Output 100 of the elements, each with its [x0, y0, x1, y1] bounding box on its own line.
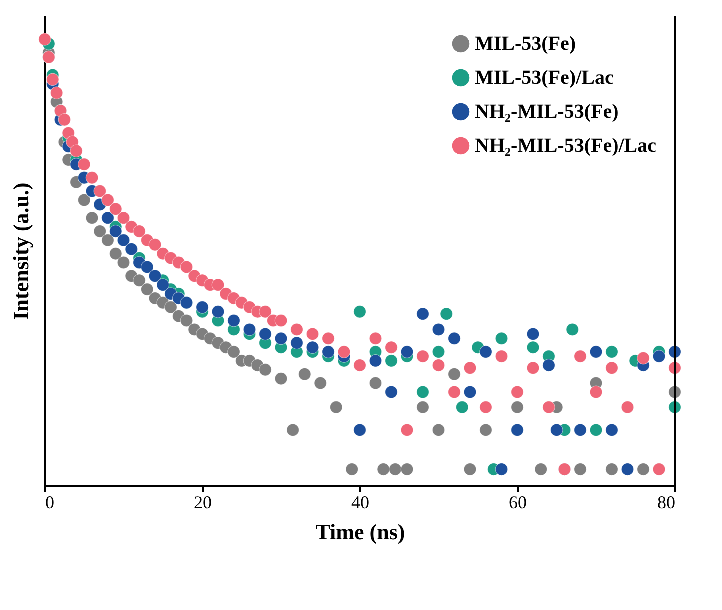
point — [432, 359, 446, 372]
point — [590, 346, 603, 358]
x-tick-label: 80 — [658, 492, 676, 512]
point — [94, 225, 107, 238]
point — [377, 463, 390, 476]
point — [416, 401, 430, 414]
point — [322, 332, 335, 346]
point — [117, 256, 130, 270]
point — [274, 332, 288, 346]
point — [432, 323, 446, 336]
point — [290, 323, 304, 336]
legend-label: MIL-53(Fe)/Lac — [475, 67, 614, 89]
point — [369, 376, 382, 390]
point — [290, 336, 304, 350]
point — [432, 424, 446, 437]
point — [652, 350, 666, 363]
point — [456, 401, 469, 414]
point — [86, 212, 99, 225]
point — [495, 332, 508, 346]
point — [306, 341, 320, 354]
point — [156, 278, 170, 292]
point — [511, 386, 524, 399]
x-tick-label: 20 — [194, 492, 212, 512]
point — [306, 328, 320, 341]
point — [102, 234, 114, 247]
point — [400, 346, 414, 358]
point — [448, 332, 461, 346]
point — [298, 368, 312, 381]
point — [180, 314, 194, 328]
point — [480, 401, 492, 414]
x-axis-title: Time (ns) — [316, 520, 406, 544]
point — [58, 113, 72, 126]
point — [228, 314, 240, 328]
point — [574, 350, 587, 363]
legend-label: NH₂-MIL-53(Fe)/Lac — [475, 135, 657, 157]
point — [464, 362, 477, 375]
point — [526, 341, 540, 354]
point — [448, 386, 461, 399]
point — [46, 73, 60, 86]
point — [133, 225, 146, 238]
point — [369, 332, 382, 346]
point — [542, 359, 556, 372]
point — [78, 194, 91, 207]
point — [369, 354, 382, 368]
point — [102, 194, 114, 207]
point — [385, 354, 398, 368]
point — [286, 424, 300, 437]
point — [637, 463, 650, 476]
point — [511, 401, 524, 414]
point — [354, 305, 366, 318]
point — [440, 308, 454, 321]
point — [109, 225, 122, 238]
point — [180, 260, 194, 274]
point — [495, 463, 508, 476]
point — [526, 362, 540, 375]
point — [354, 359, 366, 372]
point — [314, 376, 328, 390]
point — [590, 386, 603, 399]
point — [606, 463, 618, 476]
point — [164, 300, 178, 314]
point — [621, 463, 634, 476]
point — [464, 463, 477, 476]
point — [109, 202, 122, 216]
point — [606, 362, 618, 375]
y-axis-title: Intensity (a.u.) — [8, 182, 34, 320]
point — [346, 463, 359, 476]
point — [400, 463, 414, 476]
point — [606, 346, 618, 358]
point — [542, 401, 556, 414]
point — [148, 238, 162, 252]
x-tick-label: 40 — [352, 492, 370, 512]
legend-label: MIL-53(Fe) — [475, 33, 576, 55]
point — [416, 308, 430, 321]
point — [480, 424, 492, 437]
point — [385, 386, 398, 399]
point — [574, 463, 587, 476]
point — [338, 346, 351, 358]
point — [495, 350, 508, 363]
point — [416, 386, 430, 399]
x-tick-label: 60 — [509, 492, 527, 512]
point — [330, 401, 343, 414]
point — [464, 386, 477, 399]
point — [50, 86, 64, 100]
legend-label: NH₂-MIL-53(Fe) — [475, 101, 619, 123]
point — [78, 158, 91, 171]
point — [259, 328, 272, 341]
point — [274, 372, 288, 386]
point — [432, 346, 446, 358]
point — [196, 300, 209, 314]
point — [259, 305, 272, 318]
point — [526, 328, 540, 341]
point — [400, 424, 414, 437]
point — [550, 424, 564, 437]
point — [606, 424, 618, 437]
point — [566, 323, 580, 336]
x-tick-label: 0 — [46, 492, 54, 512]
point — [480, 346, 492, 358]
point — [259, 364, 272, 376]
point — [94, 184, 107, 198]
point — [140, 283, 154, 296]
